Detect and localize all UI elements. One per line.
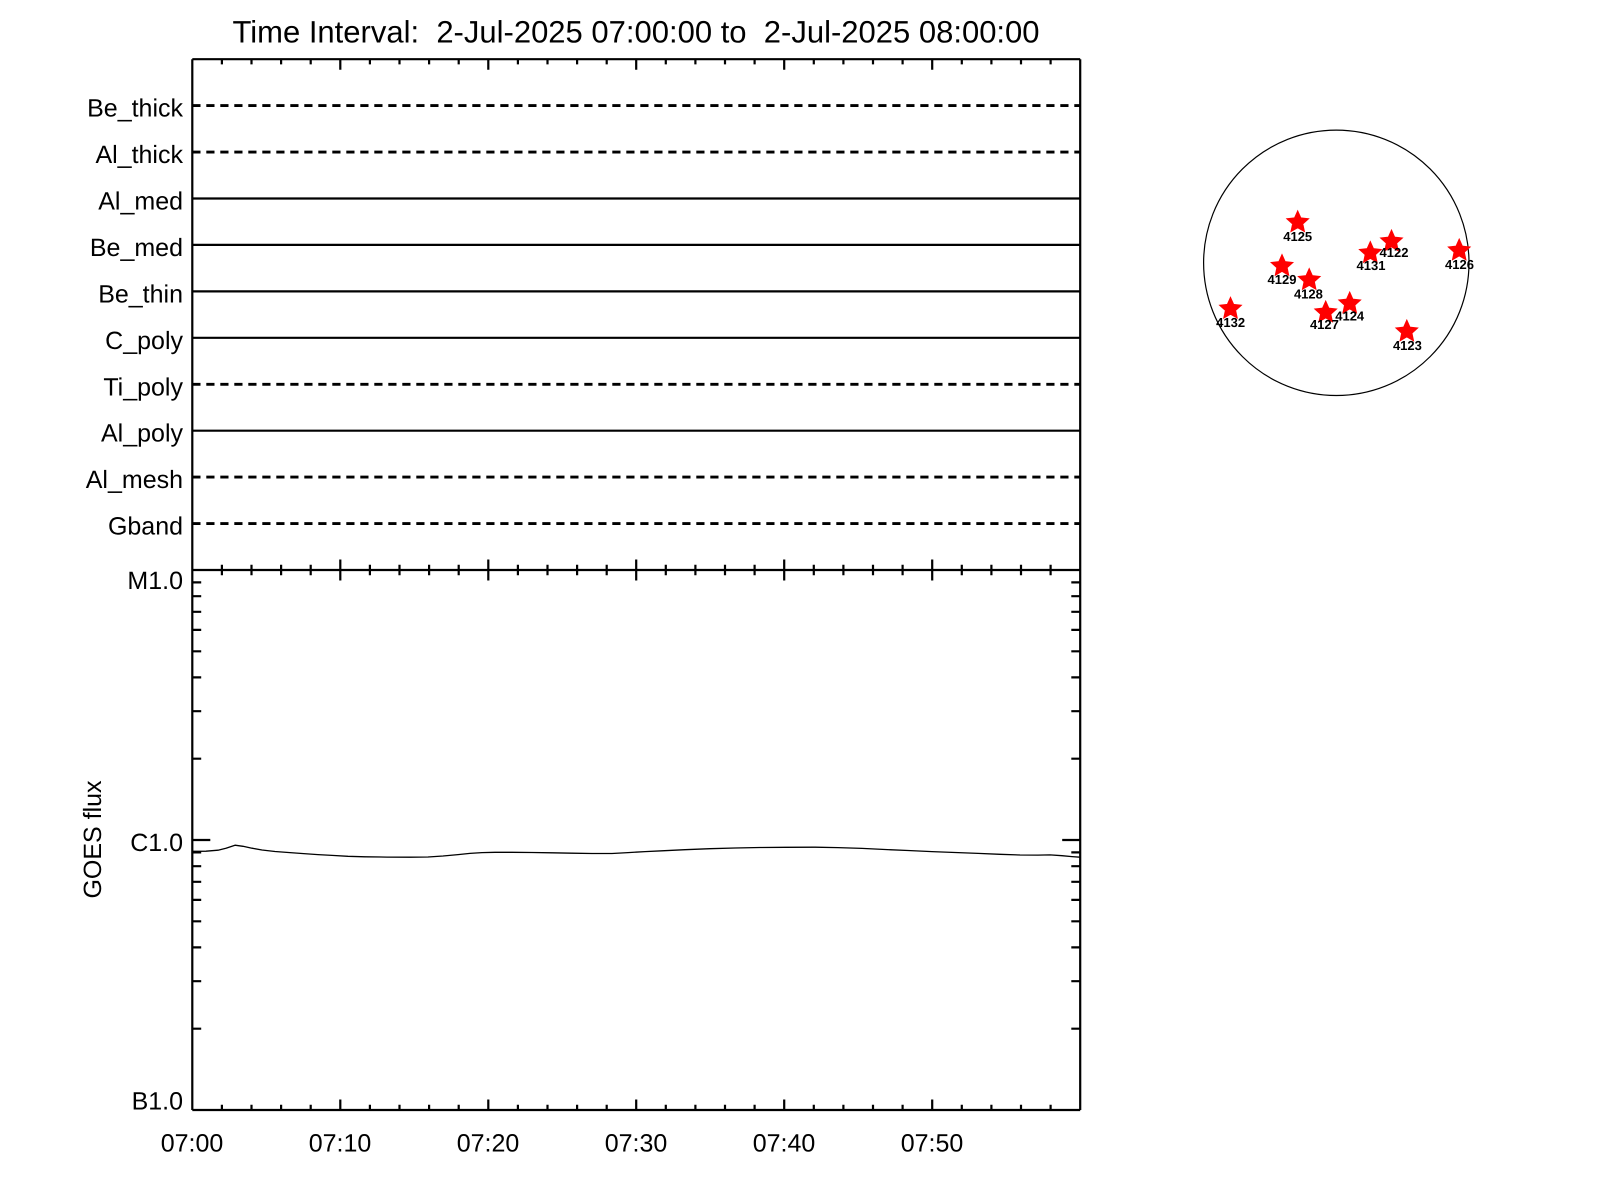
svg-text:Al_poly: Al_poly <box>101 420 183 448</box>
svg-text:Al_thick: Al_thick <box>95 141 183 169</box>
svg-text:07:40: 07:40 <box>753 1129 816 1157</box>
svg-text:Time Interval: 2-Jul-2025 07:: Time Interval: 2-Jul-2025 07:00:00 to 2-… <box>232 15 1039 50</box>
svg-text:07:20: 07:20 <box>457 1129 520 1157</box>
svg-text:07:50: 07:50 <box>901 1129 964 1157</box>
svg-text:4127: 4127 <box>1310 317 1339 332</box>
svg-text:M1.0: M1.0 <box>127 567 183 595</box>
svg-text:4132: 4132 <box>1216 315 1245 330</box>
svg-text:4131: 4131 <box>1357 258 1386 273</box>
svg-text:Be_med: Be_med <box>90 234 183 262</box>
svg-text:C_poly: C_poly <box>105 327 183 355</box>
svg-text:4122: 4122 <box>1380 245 1409 260</box>
svg-text:4125: 4125 <box>1283 229 1312 244</box>
svg-text:GOES flux: GOES flux <box>79 780 107 899</box>
svg-text:Ti_poly: Ti_poly <box>103 373 183 401</box>
svg-text:07:00: 07:00 <box>161 1129 224 1157</box>
svg-text:07:10: 07:10 <box>309 1129 372 1157</box>
svg-text:Al_mesh: Al_mesh <box>86 466 183 494</box>
svg-text:Be_thick: Be_thick <box>87 95 183 123</box>
svg-text:C1.0: C1.0 <box>130 829 183 857</box>
svg-text:07:30: 07:30 <box>605 1129 668 1157</box>
svg-text:4124: 4124 <box>1335 309 1365 324</box>
svg-text:4123: 4123 <box>1393 338 1422 353</box>
svg-text:Gband: Gband <box>108 513 183 541</box>
svg-text:B1.0: B1.0 <box>132 1088 183 1116</box>
svg-text:4126: 4126 <box>1445 257 1474 272</box>
svg-text:4128: 4128 <box>1294 286 1323 301</box>
svg-text:Be_thin: Be_thin <box>98 280 183 308</box>
svg-text:Al_med: Al_med <box>98 188 183 216</box>
svg-text:4129: 4129 <box>1268 272 1297 287</box>
